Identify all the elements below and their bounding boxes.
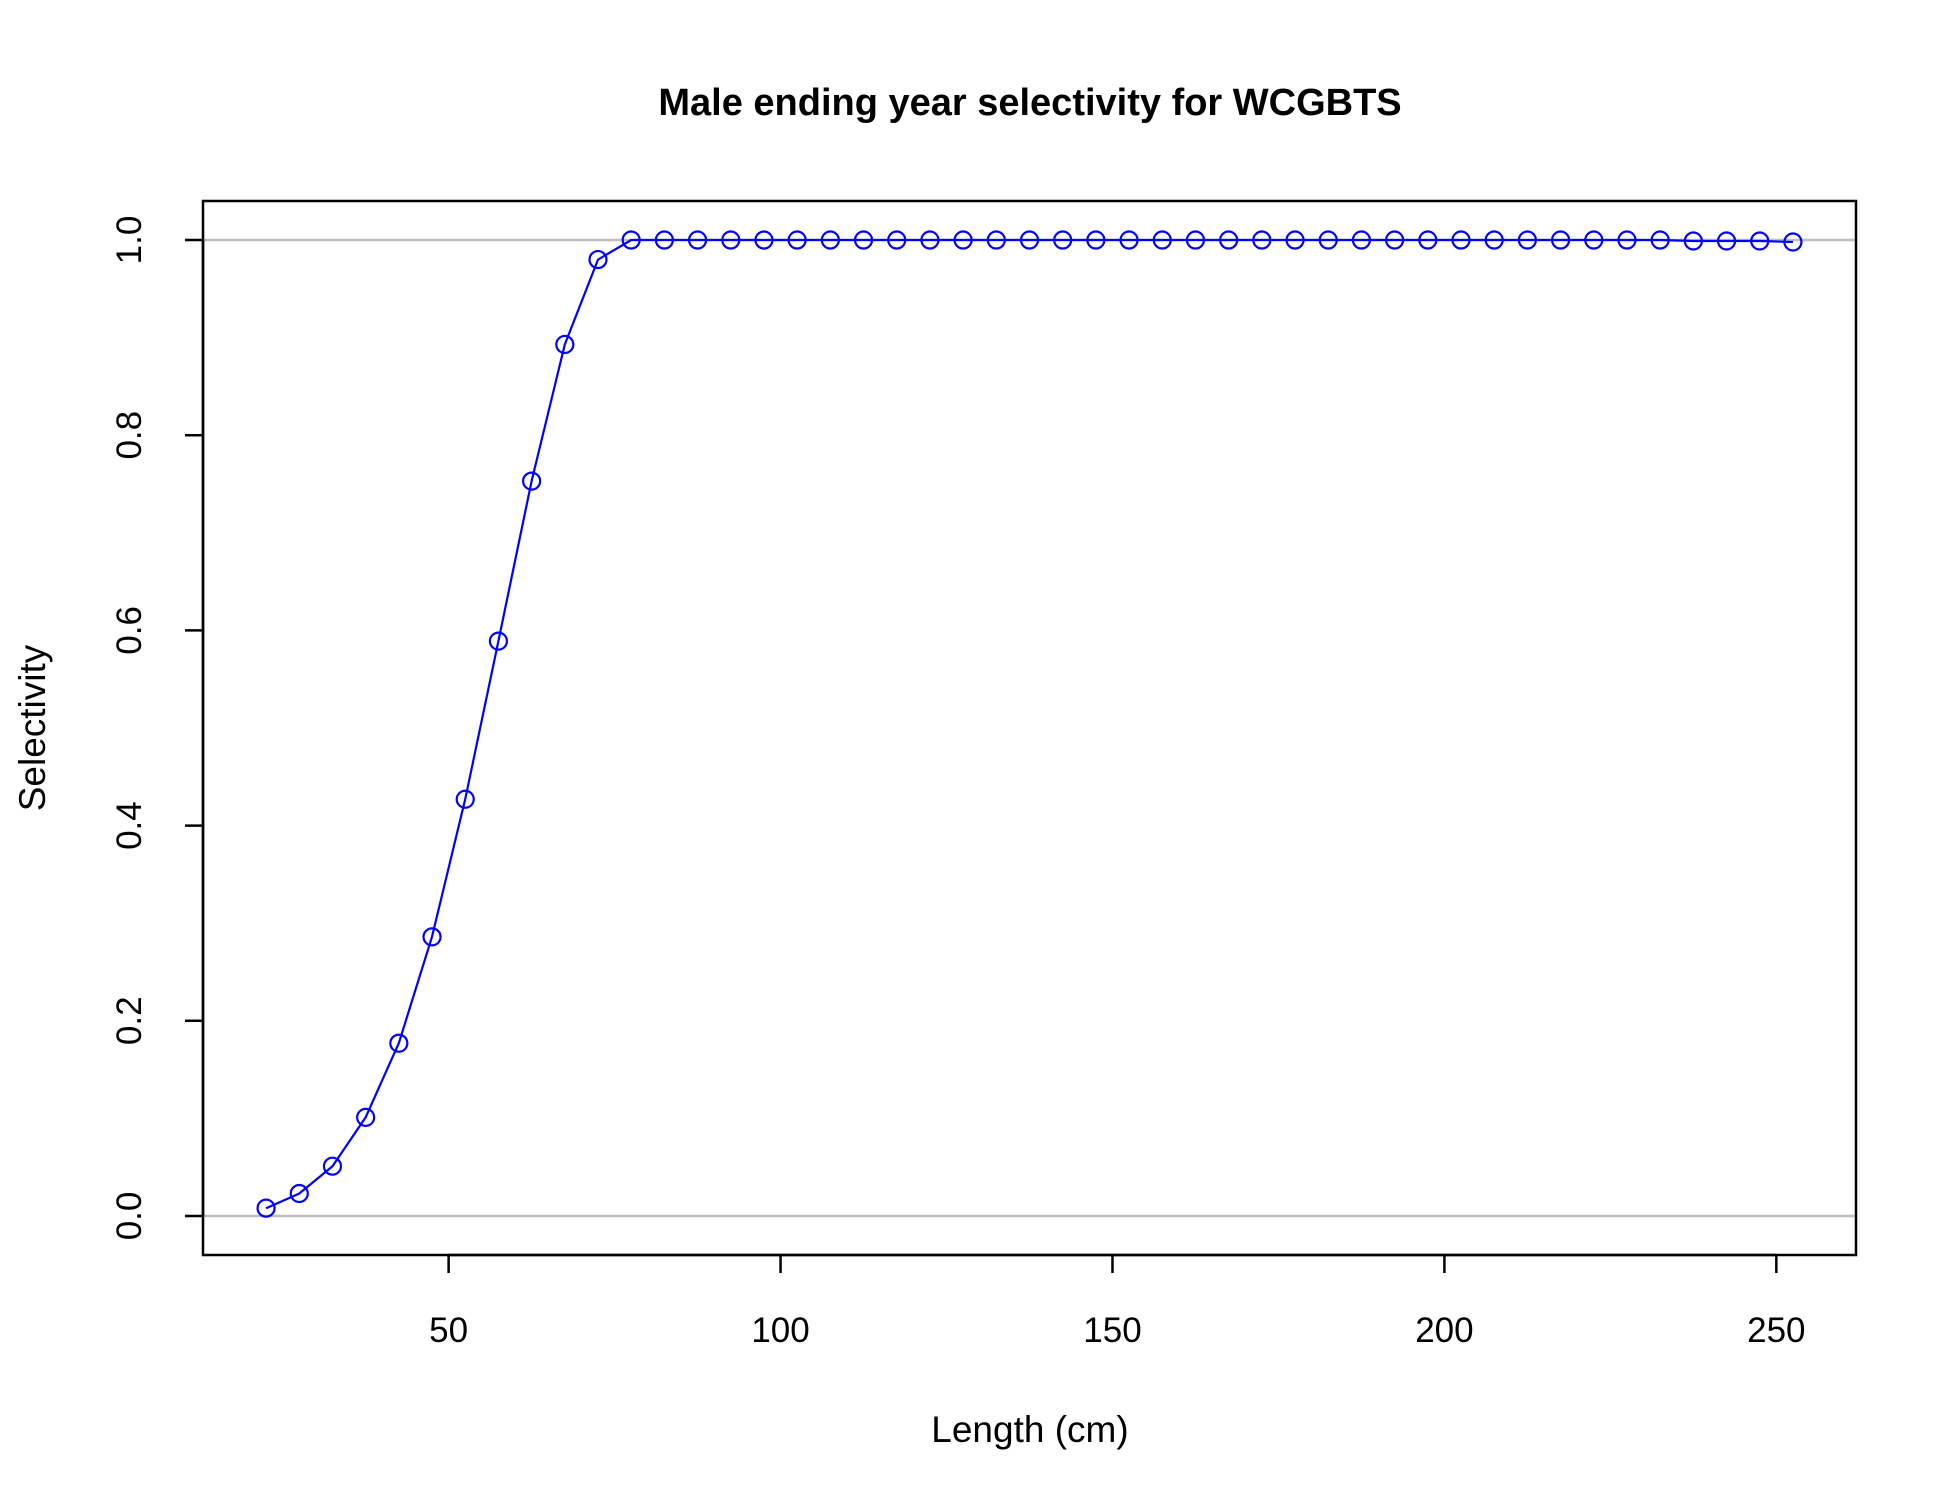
x-tick-label-4: 250 (1747, 1311, 1805, 1350)
data-point-20 (920, 230, 940, 250)
data-point-3 (356, 1107, 376, 1127)
data-point-16 (787, 230, 807, 250)
x-tick-label-2: 150 (1083, 1311, 1141, 1350)
data-point-12 (654, 230, 674, 250)
data-point-43 (1683, 231, 1703, 251)
data-point-17 (820, 230, 840, 250)
plot-frame (201, 199, 1858, 1257)
data-point-36 (1451, 230, 1471, 250)
chart-title: Male ending year selectivity for WCGBTS (658, 82, 1401, 124)
data-point-45 (1750, 231, 1770, 251)
data-point-30 (1252, 230, 1272, 250)
data-point-21 (953, 230, 973, 250)
y-tick-label-3: 0.6 (110, 606, 149, 655)
y-tick-label-0: 0.0 (110, 1192, 149, 1241)
y-tick-label-1: 0.2 (110, 996, 149, 1045)
data-point-7 (488, 631, 509, 651)
data-point-33 (1351, 230, 1372, 250)
data-point-31 (1285, 230, 1305, 250)
data-point-35 (1418, 230, 1438, 250)
data-point-39 (1550, 230, 1571, 250)
y-axis-label: Selectivity (12, 644, 53, 811)
series-line-0 (265, 238, 1793, 1210)
data-point-11 (621, 230, 641, 250)
data-point-38 (1517, 230, 1537, 250)
data-point-29 (1219, 230, 1239, 250)
data-point-10 (588, 249, 608, 270)
data-point-15 (754, 230, 774, 250)
data-point-14 (721, 230, 741, 250)
data-point-8 (522, 471, 542, 491)
data-point-9 (555, 334, 575, 355)
data-point-0 (256, 1198, 276, 1218)
data-point-32 (1318, 230, 1338, 250)
data-point-4 (389, 1033, 409, 1053)
x-axis-label: Length (cm) (931, 1409, 1128, 1450)
data-point-44 (1716, 231, 1737, 251)
data-point-25 (1086, 230, 1106, 250)
data-point-5 (422, 927, 442, 947)
data-point-23 (1019, 230, 1040, 250)
y-tick-label-4: 0.8 (110, 411, 149, 460)
data-point-27 (1152, 230, 1172, 250)
x-axis: 50 100 150 200 250 (429, 1253, 1806, 1350)
data-point-6 (455, 789, 475, 809)
data-point-41 (1617, 230, 1637, 250)
data-point-19 (887, 230, 907, 250)
data-point-13 (687, 230, 708, 250)
data-point-2 (322, 1156, 343, 1176)
y-axis: 0.0 0.2 0.4 0.6 0.8 1.0 (110, 216, 205, 1241)
series-layer (256, 230, 1803, 1218)
data-point-22 (986, 230, 1006, 250)
x-tick-label-1: 100 (751, 1311, 809, 1350)
data-point-37 (1484, 230, 1504, 250)
x-tick-label-3: 200 (1415, 1311, 1473, 1350)
y-tick-label-5: 1.0 (110, 216, 149, 265)
data-point-1 (289, 1183, 309, 1204)
data-point-24 (1053, 230, 1073, 250)
data-point-46 (1783, 232, 1803, 252)
data-point-40 (1584, 230, 1604, 250)
x-tick-label-0: 50 (429, 1311, 468, 1350)
data-point-26 (1119, 230, 1139, 250)
data-point-28 (1185, 230, 1206, 250)
data-point-42 (1650, 230, 1670, 250)
reference-lines (203, 238, 1856, 1218)
data-point-18 (853, 230, 874, 250)
y-tick-label-2: 0.4 (110, 801, 149, 850)
data-point-34 (1385, 230, 1405, 250)
